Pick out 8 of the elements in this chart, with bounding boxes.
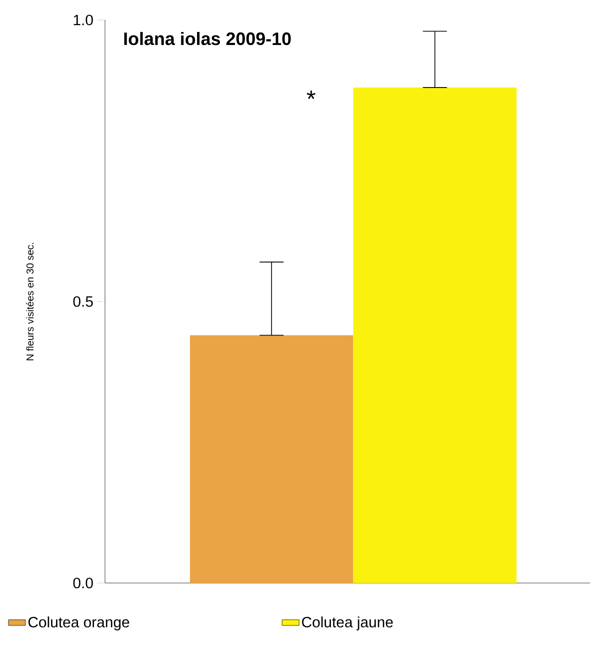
y-tick-label: 1.0 [74,14,93,26]
legend-label: Colutea orange [28,616,130,630]
y-tick-label: 0.5 [73,296,93,307]
text: Iolana iolas 2009-10 [124,32,291,46]
y-tick-label: 0.0 [73,578,93,588]
legend-label: Colutea jaune [302,616,393,630]
y-axis-title: N fleurs visitées en 30 sec. [26,242,34,360]
annotation: * [306,90,316,99]
